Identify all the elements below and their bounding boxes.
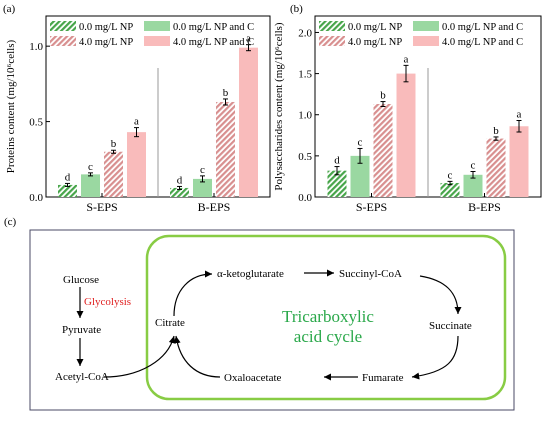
significance-letter: a bbox=[517, 108, 522, 120]
legend-label: 4.0 mg/L NP and C bbox=[442, 37, 523, 48]
legend-label: 4.0 mg/L NP bbox=[348, 37, 402, 48]
x-tick-label: B-EPS bbox=[198, 200, 231, 214]
legend-swatch bbox=[319, 21, 345, 31]
citrate-label: Citrate bbox=[155, 317, 185, 329]
y-tick-label: 0.0 bbox=[298, 192, 312, 204]
legend-label: 4.0 mg/L NP and C bbox=[173, 37, 254, 48]
bar bbox=[58, 184, 77, 197]
acetyl-to-citrate-arrow bbox=[103, 335, 176, 378]
x-tick-label: S-EPS bbox=[356, 200, 387, 214]
fumarate-label: Fumarate bbox=[362, 372, 404, 384]
legend-label: 0.0 mg/L NP and C bbox=[442, 22, 523, 33]
significance-letter: c bbox=[448, 169, 453, 181]
succinyl-to-succinate-arrow bbox=[419, 275, 462, 315]
bar bbox=[81, 174, 100, 197]
y-tick-label: 2.0 bbox=[298, 27, 312, 39]
cycle-label-line1: Tricarboxylic bbox=[282, 307, 374, 326]
glucose-label: Glucose bbox=[63, 274, 99, 286]
y-tick-label: 1.0 bbox=[29, 41, 43, 53]
legend-label: 0.0 mg/L NP bbox=[79, 22, 133, 33]
y-axis-label: Polysaccharides content (mg/10⁶cells) bbox=[273, 22, 285, 191]
significance-letter: b bbox=[493, 125, 499, 137]
significance-letter: d bbox=[177, 174, 183, 186]
significance-letter: c bbox=[471, 159, 476, 171]
legend-swatch bbox=[144, 21, 170, 31]
legend-label: 0.0 mg/L NP bbox=[348, 22, 402, 33]
bar bbox=[350, 155, 370, 197]
legend-swatch bbox=[50, 36, 76, 46]
bar bbox=[216, 101, 235, 197]
bar bbox=[239, 47, 258, 197]
significance-letter: c bbox=[200, 164, 205, 176]
panel-label: (a) bbox=[3, 3, 16, 15]
panel-c-label: (c) bbox=[4, 216, 17, 228]
cycle-label-line2: acid cycle bbox=[294, 327, 362, 346]
legend-swatch bbox=[144, 36, 170, 46]
citrate-to-akg-arrow bbox=[173, 270, 213, 317]
succinyl-coa-label: Succinyl-CoA bbox=[339, 268, 402, 280]
bar bbox=[486, 138, 506, 197]
succinate-to-fumarate-arrow bbox=[411, 335, 459, 380]
significance-letter: b bbox=[111, 138, 117, 150]
bar bbox=[127, 132, 146, 197]
bar bbox=[104, 151, 123, 197]
panel-c-pathway-diagram: (c) Glucose Glycolysis Pyruvate Acetyl-C… bbox=[4, 216, 515, 411]
significance-letter: b bbox=[380, 90, 386, 102]
x-tick-label: S-EPS bbox=[86, 200, 117, 214]
bar bbox=[396, 73, 416, 197]
significance-letter: c bbox=[358, 136, 363, 148]
bar bbox=[373, 104, 393, 197]
panel-b-polysaccharide-chart: (b) Polysaccharides content (mg/10⁶cells)… bbox=[273, 3, 542, 214]
tca-cycle-border bbox=[145, 234, 507, 401]
y-tick-label: 0.0 bbox=[29, 192, 43, 204]
bar bbox=[327, 170, 347, 197]
significance-letter: d bbox=[65, 171, 71, 183]
significance-letter: a bbox=[246, 33, 251, 45]
pathway-frame bbox=[29, 229, 515, 411]
y-tick-label: 1.0 bbox=[298, 110, 312, 122]
significance-letter: c bbox=[88, 161, 93, 173]
y-tick-label: 0.5 bbox=[29, 117, 43, 129]
y-axis-label: Proteins content (mg/10⁶cells) bbox=[5, 39, 17, 173]
legend-swatch bbox=[413, 36, 439, 46]
y-tick-label: 1.5 bbox=[298, 69, 312, 81]
y-tick-label: 0.5 bbox=[298, 151, 312, 163]
legend-label: 4.0 mg/L NP bbox=[79, 37, 133, 48]
oxaloacetate-label: Oxaloacetate bbox=[224, 372, 282, 384]
glycolysis-label: Glycolysis bbox=[84, 296, 131, 308]
significance-letter: a bbox=[404, 53, 409, 65]
legend-swatch bbox=[413, 21, 439, 31]
bar bbox=[440, 183, 460, 197]
significance-letter: b bbox=[223, 87, 229, 99]
x-tick-label: B-EPS bbox=[468, 200, 501, 214]
bar bbox=[193, 178, 212, 197]
significance-letter: d bbox=[334, 155, 340, 167]
significance-letter: a bbox=[134, 116, 139, 128]
oxaloacetate-to-citrate-arrow bbox=[173, 335, 221, 378]
succinate-label: Succinate bbox=[429, 320, 472, 332]
pyruvate-label: Pyruvate bbox=[62, 324, 101, 336]
bar bbox=[509, 126, 529, 197]
legend-swatch bbox=[50, 21, 76, 31]
panel-label: (b) bbox=[290, 3, 303, 15]
panel-a-protein-chart: (a) Proteins content (mg/10⁶cells) 0.0 0.5 1… bbox=[3, 3, 271, 214]
legend-label: 0.0 mg/L NP and C bbox=[173, 22, 254, 33]
bar bbox=[170, 187, 189, 197]
acetyl-coa-label: Acetyl-CoA bbox=[55, 371, 109, 383]
akg-label: α-ketoglutarate bbox=[217, 268, 284, 280]
legend-swatch bbox=[319, 36, 345, 46]
bar bbox=[463, 174, 483, 197]
